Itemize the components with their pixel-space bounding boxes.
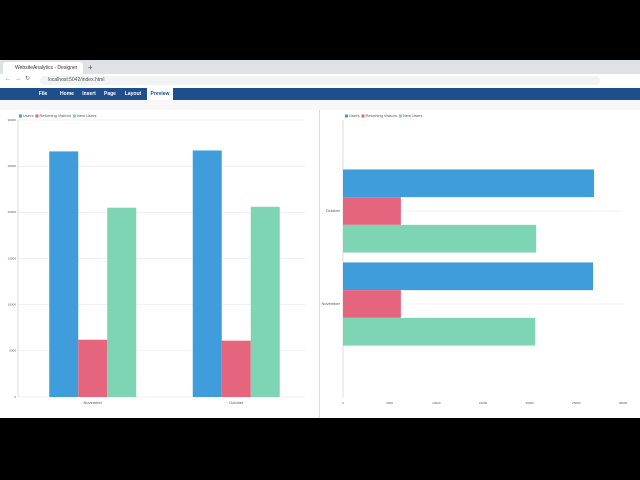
- x-tick-label: 10000: [432, 401, 441, 405]
- bar: [192, 150, 222, 397]
- tab-bar: [0, 60, 640, 74]
- legend-label: Users: [349, 113, 359, 118]
- bar: [343, 262, 594, 291]
- bar: [250, 206, 280, 397]
- bar: [107, 207, 137, 397]
- ribbon-tab[interactable]: Insert: [82, 91, 96, 97]
- browser-tab[interactable]: WebsiteAnalytics - Designer: [3, 62, 83, 74]
- x-tick-label: November: [84, 400, 103, 405]
- y-tick-label: 5000: [9, 349, 16, 353]
- x-tick-label: 30000: [619, 401, 628, 405]
- legend-swatch: [361, 114, 365, 118]
- ribbon-tab[interactable]: Preview: [147, 88, 173, 100]
- y-tick-label: 20000: [8, 210, 17, 214]
- x-tick-label: October: [229, 400, 244, 405]
- url-field[interactable]: localhost:5042/index.html: [40, 76, 600, 85]
- x-tick-label: 20000: [525, 401, 534, 405]
- bar: [78, 339, 108, 397]
- legend-label: New Users: [77, 113, 97, 118]
- bar: [343, 290, 401, 318]
- x-tick-label: 25000: [572, 401, 581, 405]
- legend-swatch: [35, 114, 39, 118]
- y-tick-label: 15000: [8, 256, 17, 260]
- y-tick-label: 0: [14, 395, 16, 399]
- legend-label: Users: [23, 113, 33, 118]
- legend-swatch: [72, 114, 76, 118]
- bar: [343, 169, 595, 198]
- bar: [49, 151, 79, 397]
- y-tick-label: 30000: [8, 118, 17, 122]
- y-tick-label: 25000: [8, 164, 17, 168]
- legend-swatch: [345, 114, 348, 118]
- legend-label: Returning Visitors: [39, 113, 71, 118]
- legend-swatch: [19, 114, 22, 118]
- ribbon-tab[interactable]: File: [38, 91, 48, 97]
- bar: [343, 197, 401, 225]
- x-tick-label: 5000: [386, 401, 393, 405]
- y-tick-label: October: [326, 208, 341, 213]
- x-tick-label: 15000: [479, 401, 488, 405]
- legend-swatch: [398, 114, 402, 118]
- x-tick-label: 0: [342, 401, 344, 405]
- legend-label: Returning Visitors: [365, 113, 397, 118]
- y-tick-label: 10000: [8, 302, 17, 306]
- bar: [343, 224, 537, 253]
- bar: [221, 340, 251, 397]
- ribbon-tab[interactable]: Home: [60, 91, 74, 97]
- ribbon-tab[interactable]: Layout: [124, 91, 142, 97]
- bar: [343, 317, 536, 346]
- new-tab-button[interactable]: +: [88, 63, 93, 72]
- y-tick-label: November: [322, 301, 341, 306]
- nav-buttons[interactable]: ←→↻: [5, 76, 35, 82]
- ribbon-tab[interactable]: Page: [104, 91, 116, 97]
- toolbar: [0, 100, 640, 110]
- legend-label: New Users: [403, 113, 423, 118]
